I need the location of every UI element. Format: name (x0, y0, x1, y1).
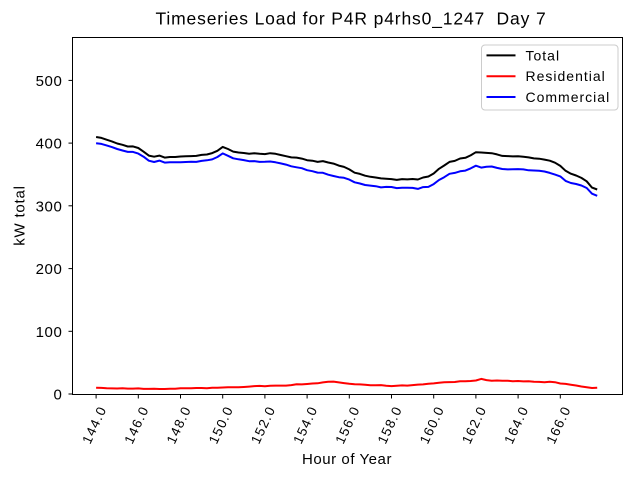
svg-text:400: 400 (36, 136, 63, 153)
svg-text:200: 200 (36, 261, 63, 278)
svg-text:kW total: kW total (12, 185, 29, 246)
svg-text:0: 0 (53, 387, 62, 404)
svg-text:Commercial: Commercial (526, 89, 611, 105)
svg-text:Total: Total (526, 47, 561, 63)
svg-text:500: 500 (36, 73, 63, 90)
svg-text:300: 300 (36, 198, 63, 215)
svg-text:Timeseries Load for P4R p4rhs0: Timeseries Load for P4R p4rhs0_1247 Day … (155, 9, 546, 30)
svg-text:100: 100 (36, 324, 63, 341)
svg-text:Hour of Year: Hour of Year (302, 451, 392, 468)
svg-text:Residential: Residential (526, 68, 606, 84)
